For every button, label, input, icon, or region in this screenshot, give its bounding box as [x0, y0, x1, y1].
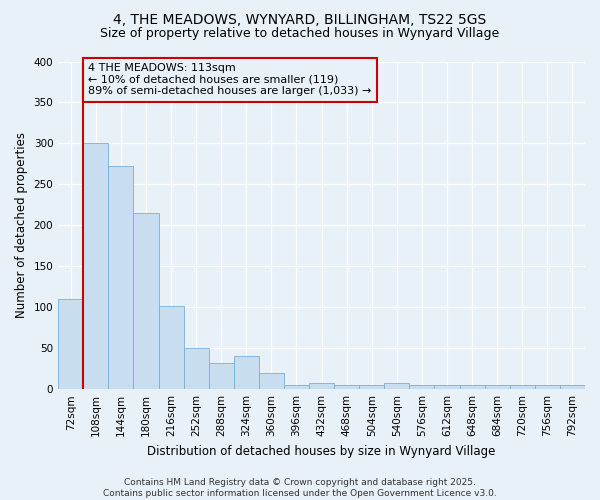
Bar [510, 385, 535, 389]
Bar [460, 385, 485, 389]
Bar [334, 385, 359, 389]
Bar [133, 213, 158, 389]
X-axis label: Distribution of detached houses by size in Wynyard Village: Distribution of detached houses by size … [148, 444, 496, 458]
Text: 4, THE MEADOWS, WYNYARD, BILLINGHAM, TS22 5GS: 4, THE MEADOWS, WYNYARD, BILLINGHAM, TS2… [113, 12, 487, 26]
Bar [385, 382, 409, 389]
Bar [209, 363, 234, 389]
Bar [158, 306, 184, 389]
Text: Contains HM Land Registry data © Crown copyright and database right 2025.
Contai: Contains HM Land Registry data © Crown c… [103, 478, 497, 498]
Y-axis label: Number of detached properties: Number of detached properties [15, 132, 28, 318]
Bar [284, 385, 309, 389]
Text: Size of property relative to detached houses in Wynyard Village: Size of property relative to detached ho… [100, 28, 500, 40]
Bar [485, 385, 510, 389]
Text: 4 THE MEADOWS: 113sqm
← 10% of detached houses are smaller (119)
89% of semi-det: 4 THE MEADOWS: 113sqm ← 10% of detached … [88, 63, 371, 96]
Bar [409, 385, 434, 389]
Bar [434, 385, 460, 389]
Bar [58, 299, 83, 389]
Bar [309, 382, 334, 389]
Bar [535, 385, 560, 389]
Bar [234, 356, 259, 389]
Bar [83, 144, 109, 389]
Bar [109, 166, 133, 389]
Bar [259, 373, 284, 389]
Bar [359, 385, 385, 389]
Bar [560, 385, 585, 389]
Bar [184, 348, 209, 389]
